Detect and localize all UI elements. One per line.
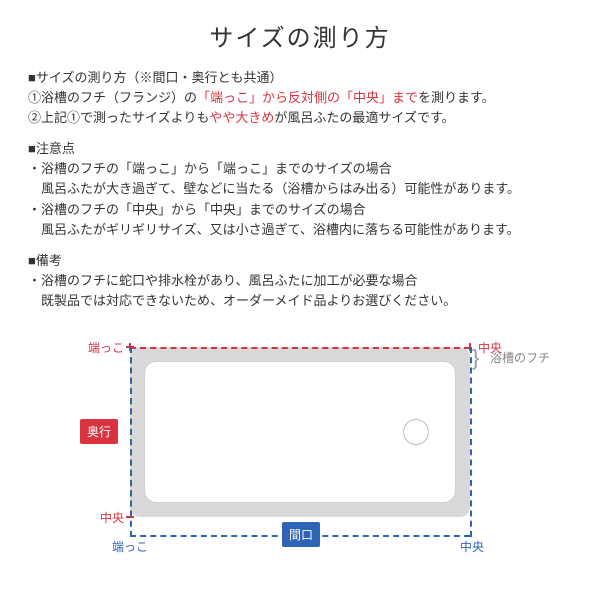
width-tag: 間口: [282, 522, 320, 547]
page-title: サイズの測り方: [28, 18, 572, 53]
blue-dash-right: [470, 347, 472, 537]
howto-1a: ①浴槽のフチ（フランジ）の: [28, 90, 197, 105]
blue-dash-left: [130, 347, 132, 537]
howto-1b: 「端っこ」から反対側の「中央」まで: [197, 90, 418, 105]
drain-icon: [403, 419, 429, 445]
howto-head: ■サイズの測り方（※間口・奥行とも共通）: [28, 67, 572, 86]
howto-2b: やや大きめ: [209, 110, 274, 125]
label-center-br: 中央: [460, 538, 484, 555]
rim-label: 浴槽のフチ: [490, 349, 550, 366]
caution-1-sub: 風呂ふたが大き過ぎて、壁などに当たる（浴槽からはみ出る）可能性があります。: [28, 179, 572, 199]
howto-2a: ②上記①で測ったサイズよりも: [28, 110, 209, 125]
remarks-1-sub: 既製品では対応できないため、オーダーメイド品よりお選びください。: [28, 291, 572, 311]
label-center-bl: 中央: [100, 509, 124, 526]
measurement-diagram: 端っこ 中央 中央 端っこ 中央 奥行 間口 } 浴槽のフチ: [50, 329, 550, 569]
caution-head: ■注意点: [28, 138, 572, 157]
red-dash-top: [130, 347, 470, 349]
caution-2: ・浴槽のフチの「中央」から「中央」までのサイズの場合: [28, 200, 572, 220]
caution-2-sub: 風呂ふたがギリギリサイズ、又は小さ過ぎて、浴槽内に落ちる可能性があります。: [28, 220, 572, 240]
depth-tag: 奥行: [80, 419, 118, 444]
tub-outer: [130, 347, 470, 517]
tub-inner: [144, 361, 456, 503]
label-edge-bl: 端っこ: [112, 538, 148, 555]
howto-line-1: ①浴槽のフチ（フランジ）の「端っこ」から反対側の「中央」までを測ります。: [28, 88, 572, 108]
howto-1c: を測ります。: [418, 90, 495, 105]
remarks-head: ■備考: [28, 250, 572, 269]
remarks-1: ・浴槽のフチに蛇口や排水栓があり、風呂ふたに加工が必要な場合: [28, 271, 572, 291]
brace-icon: }: [472, 345, 479, 371]
label-edge-tl: 端っこ: [88, 339, 124, 356]
caution-1: ・浴槽のフチの「端っこ」から「端っこ」までのサイズの場合: [28, 159, 572, 179]
howto-line-2: ②上記①で測ったサイズよりもやや大きめが風呂ふたの最適サイズです。: [28, 108, 572, 128]
howto-2c: が風呂ふたの最適サイズです。: [274, 110, 454, 125]
